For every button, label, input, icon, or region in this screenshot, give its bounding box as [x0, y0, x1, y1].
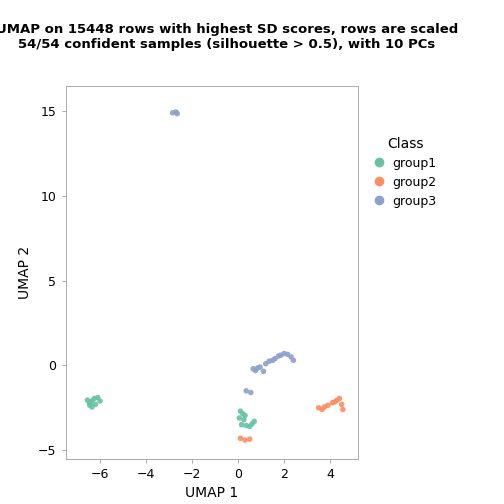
- group2: [318, 405, 326, 413]
- group3: [256, 363, 264, 371]
- group1: [248, 420, 256, 428]
- Y-axis label: UMAP 2: UMAP 2: [19, 245, 32, 299]
- group1: [86, 401, 94, 409]
- group3: [173, 110, 181, 118]
- group2: [338, 400, 346, 408]
- group2: [245, 435, 254, 443]
- group2: [333, 396, 341, 404]
- group3: [168, 109, 176, 117]
- group2: [324, 401, 332, 409]
- group3: [249, 365, 257, 373]
- group2: [314, 404, 323, 412]
- group2: [241, 436, 249, 444]
- group1: [241, 411, 249, 419]
- group1: [88, 397, 96, 405]
- group3: [265, 357, 273, 365]
- group2: [331, 398, 339, 406]
- group1: [237, 421, 245, 429]
- group1: [245, 422, 254, 430]
- group3: [271, 355, 279, 363]
- group1: [235, 414, 243, 422]
- group3: [251, 366, 260, 374]
- group1: [88, 403, 96, 411]
- group1: [242, 421, 250, 429]
- group2: [335, 395, 343, 403]
- group3: [287, 353, 295, 361]
- group1: [250, 417, 258, 425]
- group3: [269, 356, 277, 364]
- group1: [90, 395, 98, 403]
- group3: [284, 350, 292, 358]
- group1: [94, 394, 102, 402]
- group2: [321, 403, 329, 411]
- group1: [239, 410, 247, 418]
- group2: [339, 405, 347, 413]
- group1: [96, 397, 104, 405]
- group3: [247, 389, 255, 397]
- group2: [236, 434, 244, 443]
- group3: [262, 360, 270, 368]
- group3: [280, 349, 288, 357]
- group3: [274, 352, 282, 360]
- group1: [83, 396, 91, 404]
- group3: [242, 387, 250, 395]
- X-axis label: UMAP 1: UMAP 1: [185, 486, 238, 500]
- group1: [236, 407, 244, 415]
- Legend: group1, group2, group3: group1, group2, group3: [376, 137, 436, 209]
- group3: [260, 367, 268, 375]
- group3: [254, 364, 262, 372]
- group1: [240, 416, 248, 424]
- group1: [86, 399, 94, 407]
- Text: UMAP on 15448 rows with highest SD scores, rows are scaled
54/54 confident sampl: UMAP on 15448 rows with highest SD score…: [0, 23, 458, 51]
- group3: [172, 108, 180, 116]
- group1: [91, 400, 99, 408]
- group3: [289, 356, 297, 364]
- group2: [329, 399, 337, 407]
- group3: [277, 351, 285, 359]
